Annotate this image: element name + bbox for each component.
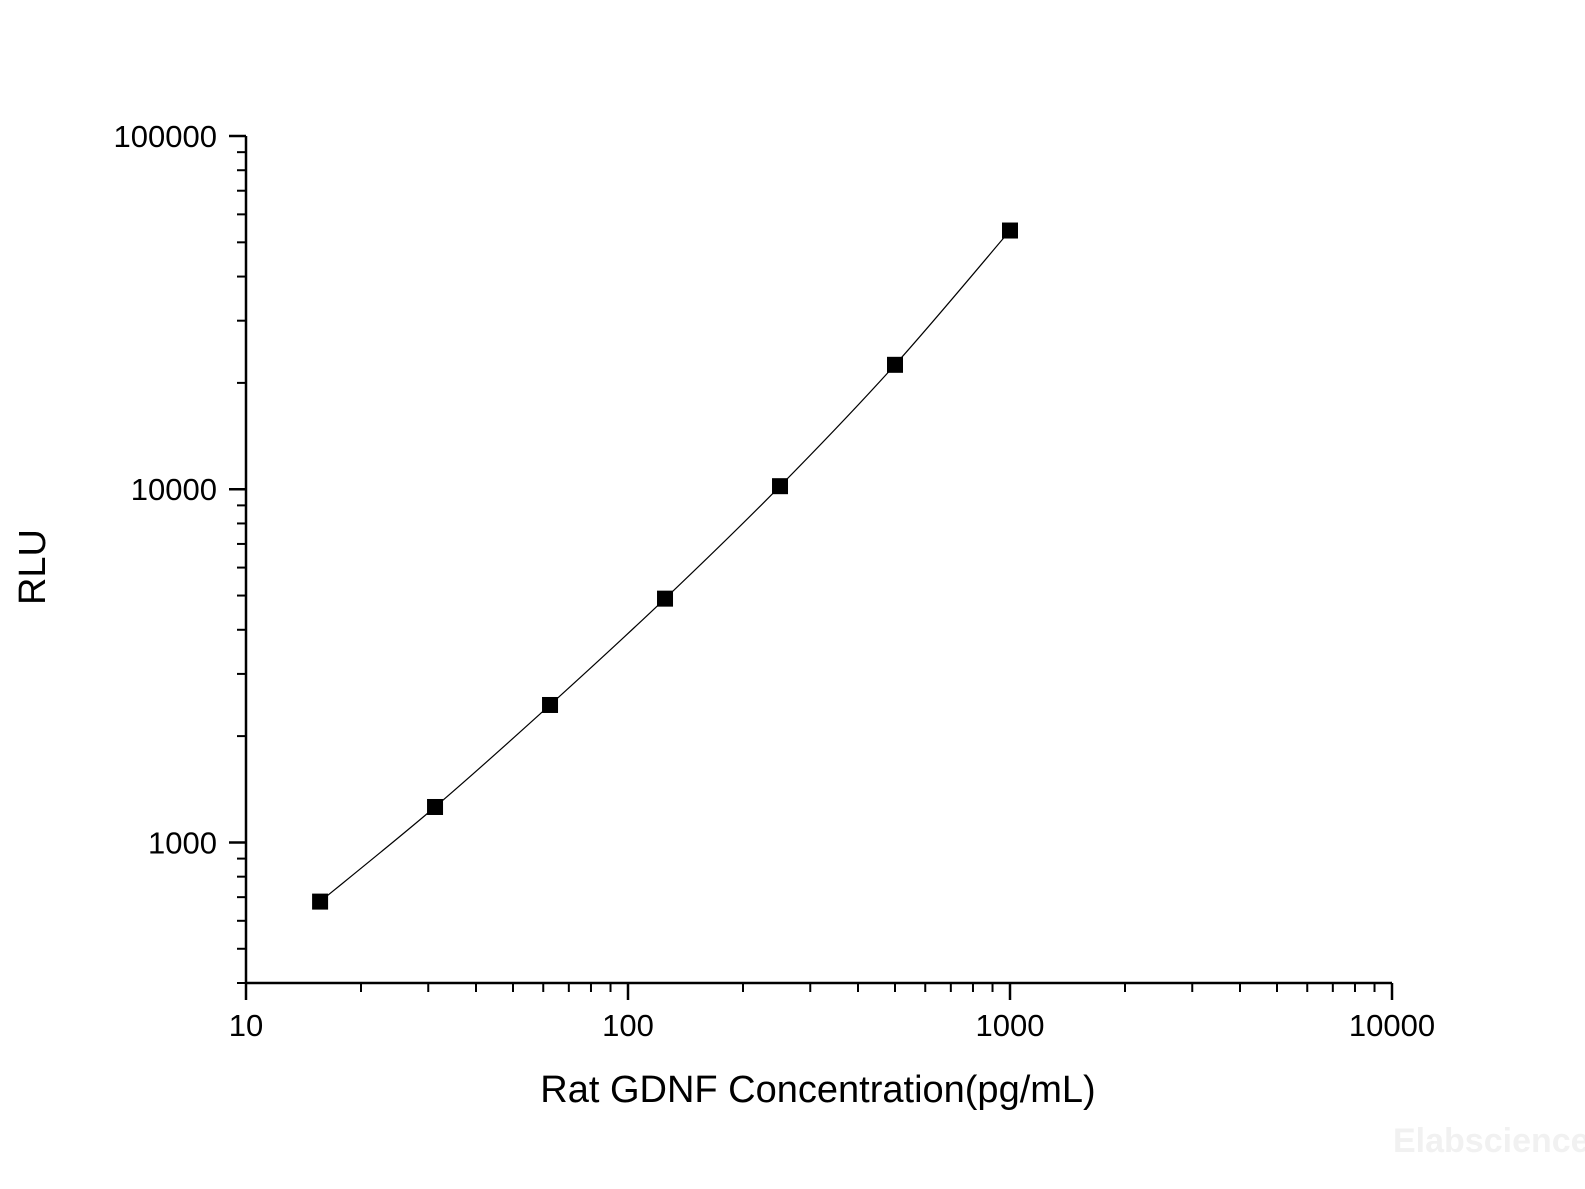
data-point-marker bbox=[427, 798, 444, 815]
axes bbox=[244, 136, 1392, 985]
data-point-marker bbox=[312, 893, 329, 910]
y-axis-title: RLU bbox=[12, 529, 54, 605]
y-axis-ticks: 1000 10000 100000 bbox=[114, 119, 246, 984]
x-axis-title: Rat GDNF Concentration(pg/mL) bbox=[540, 1069, 1095, 1111]
x-tick-label: 100 bbox=[602, 1008, 654, 1043]
fit-curve bbox=[319, 230, 1011, 903]
data-point-marker bbox=[887, 356, 904, 373]
y-tick-label: 10000 bbox=[131, 472, 217, 507]
x-tick-label: 1000 bbox=[976, 1008, 1045, 1043]
watermark: Elabscience bbox=[1393, 1122, 1585, 1160]
y-tick-label: 1000 bbox=[148, 825, 217, 860]
data-point-marker bbox=[1002, 222, 1018, 239]
data-point-marker bbox=[542, 696, 559, 713]
fit-curve-layer bbox=[319, 230, 1011, 903]
x-axis-ticks: 10 100 1000 10000 bbox=[229, 983, 1435, 1043]
x-tick-label: 10 bbox=[229, 1008, 263, 1043]
y-tick-label: 100000 bbox=[114, 119, 217, 154]
marker-layer bbox=[312, 222, 1018, 910]
data-point-marker bbox=[772, 478, 789, 495]
data-point-marker bbox=[657, 590, 674, 607]
x-tick-label: 10000 bbox=[1349, 1008, 1435, 1043]
